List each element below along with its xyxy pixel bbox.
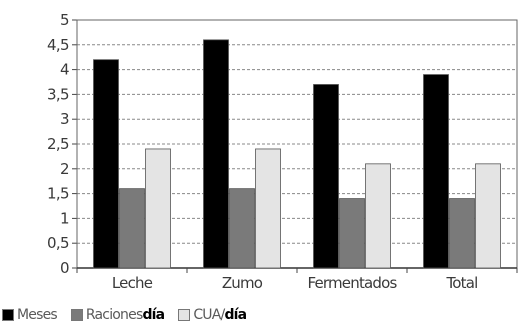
bar-cua-d-a-total bbox=[475, 163, 501, 269]
x-tick-label: Zumo bbox=[222, 274, 263, 292]
legend: Meses Racionesdía CUA/día bbox=[2, 304, 260, 326]
legend-item-cua: CUA/día bbox=[178, 307, 247, 323]
x-tick-label: Total bbox=[445, 274, 477, 292]
legend-swatch-meses bbox=[2, 309, 14, 321]
bar-meses-leche bbox=[93, 59, 119, 269]
legend-label-meses: Meses bbox=[17, 307, 58, 323]
legend-label-raciones: Racionesdía bbox=[85, 307, 165, 323]
legend-label-cua: CUA/día bbox=[193, 307, 247, 323]
x-tick-label: Fermentados bbox=[307, 274, 397, 292]
bar-meses-zumo bbox=[203, 39, 229, 269]
y-tick-label: 0,5 bbox=[47, 234, 69, 252]
bars bbox=[93, 39, 501, 269]
bar-meses-fermentados bbox=[313, 84, 339, 269]
y-tick-label: 0 bbox=[60, 259, 69, 277]
bar-cua-d-a-fermentados bbox=[365, 163, 391, 269]
y-tick-label: 1 bbox=[60, 209, 69, 227]
bar-cua-d-a-leche bbox=[145, 148, 171, 269]
y-tick-label: 3 bbox=[60, 110, 69, 128]
x-tick-label: Leche bbox=[112, 274, 153, 292]
bar-meses-total bbox=[423, 74, 449, 269]
axis-labels: 0 0,5 1 1,5 2 2,5 3 3,5 4 4,5 5 Leche Zumo Fermentado… bbox=[47, 11, 478, 292]
legend-item-meses: Meses bbox=[2, 307, 58, 323]
legend-swatch-raciones bbox=[70, 309, 83, 321]
y-tick-label: 1,5 bbox=[47, 185, 69, 203]
y-tick-label: 2 bbox=[60, 160, 69, 178]
bar-raciones-d-a-leche bbox=[119, 188, 145, 269]
legend-item-raciones: Racionesdía bbox=[70, 307, 165, 323]
bar-raciones-d-a-zumo bbox=[229, 188, 255, 269]
y-tick-label: 4,5 bbox=[47, 36, 69, 54]
y-tick-label: 2,5 bbox=[47, 135, 69, 153]
legend-swatch-cua bbox=[178, 309, 191, 321]
bar-cua-d-a-zumo bbox=[255, 148, 281, 269]
bar-raciones-d-a-fermentados bbox=[339, 198, 365, 269]
y-tick-label: 4 bbox=[60, 61, 69, 79]
y-tick-label: 3,5 bbox=[47, 85, 69, 103]
y-tick-label: 5 bbox=[60, 11, 69, 29]
bar-raciones-d-a-total bbox=[449, 198, 475, 269]
